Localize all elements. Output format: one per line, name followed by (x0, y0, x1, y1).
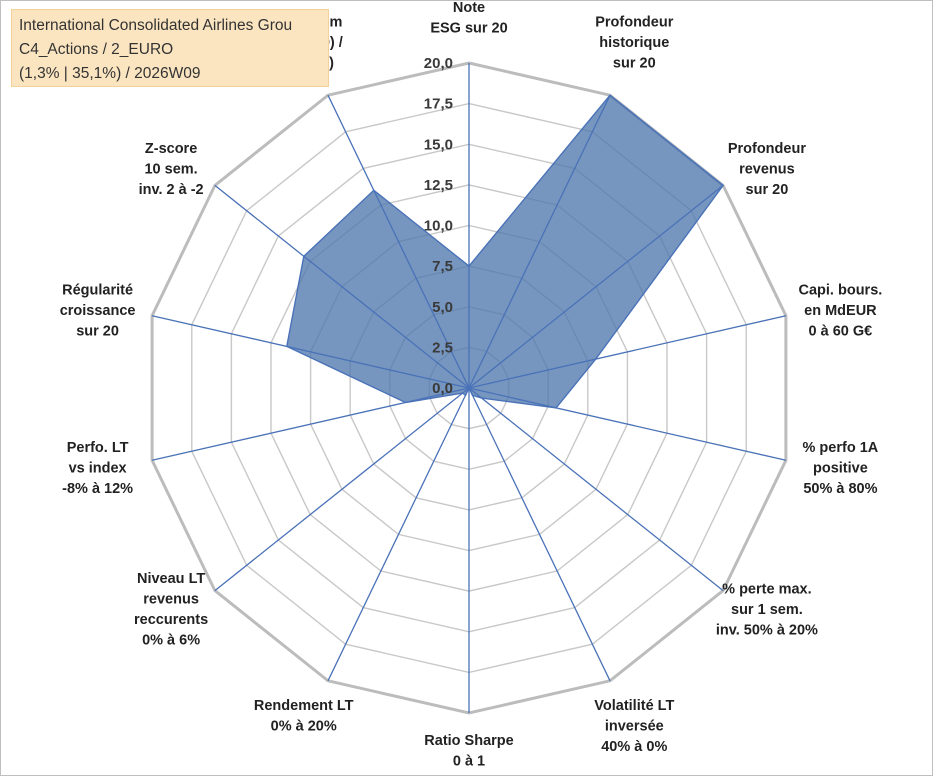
spoke-9 (214, 387, 470, 592)
axis-label-line: vs index (69, 460, 127, 476)
axis-label: Régularité croissance sur 20 (60, 283, 136, 340)
axis-label-line: Volatilité LT (594, 698, 674, 714)
axis-label: Capi. bours. en MdEUR 0 à 60 G€ (799, 283, 883, 340)
tick-label: 5,0 (432, 299, 453, 316)
axis-label: Profondeur revenus sur 20 (728, 141, 806, 198)
spoke-12 (214, 184, 470, 389)
axis-label: Z-score 10 sem. inv. 2 à -2 (139, 141, 204, 198)
axis-label-line: Perfo. LT (67, 440, 129, 456)
title-box: International Consolidated Airlines Grou… (11, 9, 329, 87)
axis-label-line: Profondeur (728, 141, 806, 157)
axis-label-line: 10 sem. (144, 162, 197, 178)
axis-label-line: Ratio Sharpe (424, 733, 513, 749)
spoke-13 (327, 94, 470, 389)
axis-label-line: % perte max. (722, 581, 811, 597)
spoke-8 (327, 387, 470, 682)
axis-label-line: 0 à 1 (453, 754, 485, 770)
axis-label-line: Niveau LT (137, 571, 205, 587)
axis-label-line: 0% à 20% (271, 719, 337, 735)
title-line-1: International Consolidated Airlines Grou (19, 17, 293, 34)
radar-spokes (151, 63, 787, 713)
axis-label-line: % perfo 1A (803, 440, 879, 456)
axis-label: Perfo. LT vs index -8% à 12% (62, 440, 133, 497)
axis-label-line: ESG sur 20 (430, 21, 507, 37)
axis-label-line: sur 20 (76, 324, 119, 340)
tick-label: 10,0 (424, 218, 453, 235)
axis-label-line: revenus (739, 162, 795, 178)
axis-label-line: revenus (143, 592, 199, 608)
spoke-6 (468, 387, 611, 682)
axis-label: % perfo 1A positive 50% à 80% (803, 440, 879, 497)
axis-label: Ratio Sharpe 0 à 1 (424, 733, 513, 770)
axis-label-line: inv. 2 à -2 (139, 182, 204, 198)
axis-label: % perte max. sur 1 sem. inv. 50% à 20% (716, 581, 818, 638)
axis-label-line: sur 20 (613, 56, 656, 72)
axis-label-line: Rendement LT (254, 698, 354, 714)
tick-label: 7,5 (432, 258, 453, 275)
tick-label: 0,0 (432, 380, 453, 397)
axis-label-line: reccurents (134, 612, 208, 628)
axis-label: Volatilité LT inversée 40% à 0% (594, 698, 674, 755)
axis-label-line: Z-score (145, 141, 197, 157)
axis-label-line: Profondeur (595, 15, 673, 31)
axis-label-line: sur 20 (746, 182, 789, 198)
axis-label-line: -8% à 12% (62, 481, 133, 497)
axis-label-line: positive (813, 460, 868, 476)
spoke-5 (468, 387, 724, 592)
tick-label: 2,5 (432, 339, 453, 356)
spoke-11 (151, 315, 470, 389)
tick-label: 12,5 (424, 177, 453, 194)
spoke-4 (468, 387, 787, 461)
axis-label: Rendement LT 0% à 20% (254, 698, 354, 735)
axis-label-line: historique (599, 35, 669, 51)
axis-label-line: croissance (60, 303, 136, 319)
tick-label: 17,5 (424, 96, 453, 113)
axis-label-line: 40% à 0% (601, 739, 667, 755)
axis-label-line: Régularité (62, 283, 133, 299)
axis-label-line: 50% à 80% (803, 481, 877, 497)
spoke-3 (468, 315, 787, 389)
tick-label: 20,0 (424, 55, 453, 72)
title-line-3: (1,3% | 35,1%) / 2026W09 (19, 65, 201, 82)
axis-label-line: 0% à 6% (142, 633, 200, 649)
axis-label-line: inversée (605, 719, 664, 735)
spoke-10 (151, 387, 470, 461)
title-line-2: C4_Actions / 2_EURO (19, 41, 174, 58)
spoke-1 (468, 94, 611, 389)
axis-label-line: Capi. bours. (799, 283, 883, 299)
axis-label-line: 0 à 60 G€ (809, 324, 873, 340)
axis-label: Note ESG sur 20 (430, 1, 507, 37)
axis-label: Niveau LT revenus reccurents 0% à 6% (134, 571, 208, 649)
axis-label-line: sur 1 sem. (731, 602, 803, 618)
radar-tick-labels: 0,0 2,5 5,0 7,5 10,0 12,5 15,0 17,5 20,0 (424, 55, 453, 397)
spoke-2 (468, 184, 724, 389)
axis-label-line: en MdEUR (804, 303, 877, 319)
axis-label: Profondeur historique sur 20 (595, 15, 673, 72)
axis-label-line: Note (453, 1, 485, 16)
tick-label: 15,0 (424, 136, 453, 153)
axis-label-line: inv. 50% à 20% (716, 622, 818, 638)
